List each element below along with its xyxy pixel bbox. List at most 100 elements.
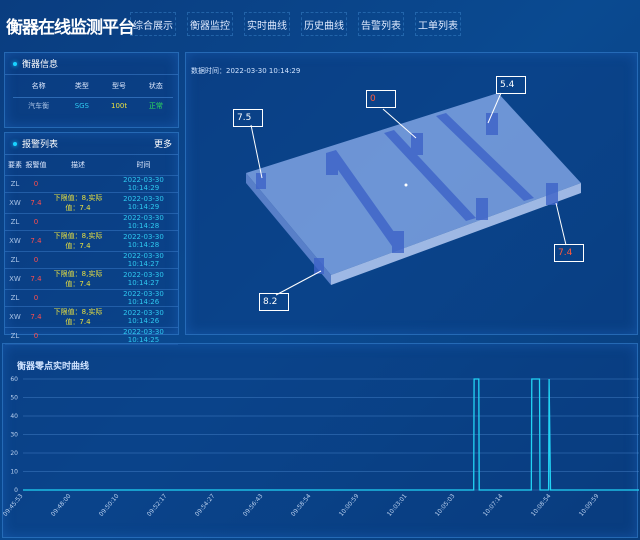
alarm-description: 下限值：8,实际值：7.4 — [53, 231, 103, 250]
x-tick-label: 09:50:10 — [98, 493, 121, 518]
col-header: 类型 — [74, 81, 89, 90]
alarm-description: 下限值：8,实际值：7.4 — [53, 269, 103, 288]
bullet-icon — [13, 61, 17, 66]
cell-name: 汽车衡 — [13, 96, 65, 114]
alarm-row[interactable]: ZL 0 2022-03-30 10:14:26 — [5, 289, 178, 306]
panel-title: 报警列表 — [22, 140, 59, 150]
nav-history-curve[interactable]: 历史曲线 — [301, 12, 347, 36]
y-tick-label: 0 — [14, 487, 18, 494]
alarm-element: ZL — [10, 293, 20, 302]
nav-workorder-list[interactable]: 工单列表 — [415, 12, 461, 36]
chart-title: 衡器零点实时曲线 — [17, 362, 90, 372]
nav-alarm-list[interactable]: 告警列表 — [358, 12, 404, 36]
alarm-element: XW — [9, 274, 21, 283]
alarm-row[interactable]: XW 7.4 下限值：8,实际值：7.4 2022-03-30 10:14:26 — [5, 306, 178, 327]
x-tick-label: 09:58:54 — [290, 493, 313, 518]
alarm-value: 0 — [33, 255, 39, 264]
col-header: 要素 — [8, 160, 22, 169]
zero-curve-chart: 0 10 20 30 40 50 60 09:45:53 09:48:00 09:50:10 09:… — [3, 376, 639, 518]
alarm-row[interactable]: XW 7.4 下限值：8,实际值：7.4 2022-03-30 10:14:28 — [5, 230, 178, 251]
alarm-element: ZL — [10, 331, 20, 340]
platform-front — [331, 183, 581, 285]
x-tick-label: 10:05:03 — [434, 493, 457, 518]
alarm-description — [47, 251, 109, 268]
col-header: 状态 — [148, 81, 163, 90]
alarm-time: 2022-03-30 10:14:26 — [123, 308, 164, 325]
col-header: 名称 — [31, 81, 46, 90]
alarm-row[interactable]: ZL 0 2022-03-30 10:14:29 — [5, 175, 178, 192]
col-header: 报警值 — [25, 160, 47, 169]
data-time: 数据时间：2022-03-30 10:14:29 — [191, 67, 301, 75]
sensor-label[interactable]: 7.4 — [554, 244, 584, 262]
nav-overview[interactable]: 综合展示 — [130, 12, 176, 36]
alarm-time: 2022-03-30 10:14:29 — [123, 194, 164, 211]
alarm-time: 2022-03-30 10:14:28 — [123, 232, 164, 249]
col-header: 时间 — [136, 160, 151, 169]
top-nav: 综合展示 衡器监控 实时曲线 历史曲线 告警列表 工单列表 — [130, 12, 461, 36]
center-point — [404, 183, 408, 187]
alarm-description — [47, 327, 109, 344]
x-tick-label: 09:48:00 — [50, 493, 73, 518]
x-tick-label: 09:56:43 — [242, 493, 265, 518]
y-tick-label: 30 — [10, 432, 18, 439]
alarm-value: 7.4 — [30, 274, 42, 283]
alarm-description — [47, 213, 109, 230]
alarm-list-panel: 报警列表 更多 要素 报警值 描述 时间 ZL 0 2022-03-30 10:14:29 X… — [4, 132, 179, 344]
alarm-row[interactable]: ZL 0 2022-03-30 10:14:28 — [5, 213, 178, 230]
alarm-time: 2022-03-30 10:14:25 — [123, 327, 164, 344]
y-tick-label: 40 — [10, 413, 18, 420]
y-tick-label: 20 — [10, 450, 18, 457]
alarm-value: 7.4 — [30, 236, 42, 245]
y-tick-label: 60 — [10, 376, 18, 383]
alarm-value: 0 — [33, 293, 39, 302]
sensor-label[interactable]: 0 — [366, 90, 396, 108]
alarm-row[interactable]: ZL 0 2022-03-30 10:14:27 — [5, 251, 178, 268]
alarm-element: XW — [9, 198, 21, 207]
alarm-description — [47, 175, 109, 192]
y-tick-label: 50 — [10, 395, 18, 402]
alarm-description — [47, 289, 109, 306]
alarm-description: 下限值：8,实际值：7.4 — [53, 307, 103, 326]
cell-type: SGS — [64, 96, 100, 114]
more-link[interactable]: 更多 — [153, 140, 172, 150]
scale-info-panel: 衡器信息 名称 类型 型号 状态 汽车衡 SGS 100t 正常 — [4, 52, 179, 128]
y-tick-label: 10 — [10, 469, 18, 476]
alarm-element: ZL — [10, 217, 20, 226]
nav-monitor[interactable]: 衡器监控 — [187, 12, 233, 36]
alarm-row[interactable]: ZL 0 2022-03-30 10:14:25 — [5, 327, 178, 344]
alarm-row[interactable]: XW 7.4 下限值：8,实际值：7.4 2022-03-30 10:14:29 — [5, 192, 178, 213]
alarm-table: 要素 报警值 描述 时间 ZL 0 2022-03-30 10:14:29 XW 7.4 下限值… — [5, 155, 178, 345]
alarm-row[interactable]: XW 7.4 下限值：8,实际值：7.4 2022-03-30 10:14:27 — [5, 268, 178, 289]
beams — [256, 113, 558, 274]
alarm-time: 2022-03-30 10:14:27 — [123, 251, 164, 268]
zero-curve-panel: 衡器零点实时曲线 0 10 20 30 40 50 60 09:45:53 09:48:00 09… — [2, 343, 639, 538]
alarm-value: 0 — [33, 179, 39, 188]
alarm-description: 下限值：8,实际值：7.4 — [53, 193, 103, 212]
x-tick-label: 10:03:01 — [386, 493, 409, 518]
x-tick-label: 10:08:54 — [530, 493, 553, 518]
weighbridge-3d-model — [246, 92, 581, 296]
alarm-time: 2022-03-30 10:14:29 — [123, 175, 164, 192]
cell-model: 100t — [99, 96, 139, 114]
sensor-label[interactable]: 5.4 — [496, 76, 526, 94]
scale-monitor-panel: 数据时间：2022-03-30 10:14:29 7.5 0 5.4 7.4 8… — [185, 52, 638, 335]
x-tick-label: 09:45:53 — [3, 493, 25, 518]
alarm-value: 7.4 — [30, 198, 42, 207]
app-title: 衡器在线监测平台 — [6, 18, 135, 38]
alarm-element: XW — [9, 312, 21, 321]
col-header: 描述 — [71, 160, 85, 169]
x-tick-label: 10:09:59 — [578, 493, 601, 518]
alarm-element: ZL — [10, 255, 20, 264]
sensor-label[interactable]: 7.5 — [233, 109, 263, 127]
series-line — [23, 378, 639, 491]
header: 衡器在线监测平台 综合展示 衡器监控 实时曲线 历史曲线 告警列表 工单列表 — [0, 0, 640, 48]
col-header: 型号 — [112, 81, 127, 90]
panel-title: 衡器信息 — [22, 60, 59, 70]
platform-top — [246, 93, 581, 275]
leader-lines — [250, 92, 567, 296]
sensor-label[interactable]: 8.2 — [259, 293, 289, 311]
alarm-value: 0 — [33, 331, 39, 340]
nav-realtime-curve[interactable]: 实时曲线 — [244, 12, 290, 36]
alarm-time: 2022-03-30 10:14:28 — [123, 213, 164, 230]
x-tick-label: 10:00:59 — [338, 493, 361, 518]
